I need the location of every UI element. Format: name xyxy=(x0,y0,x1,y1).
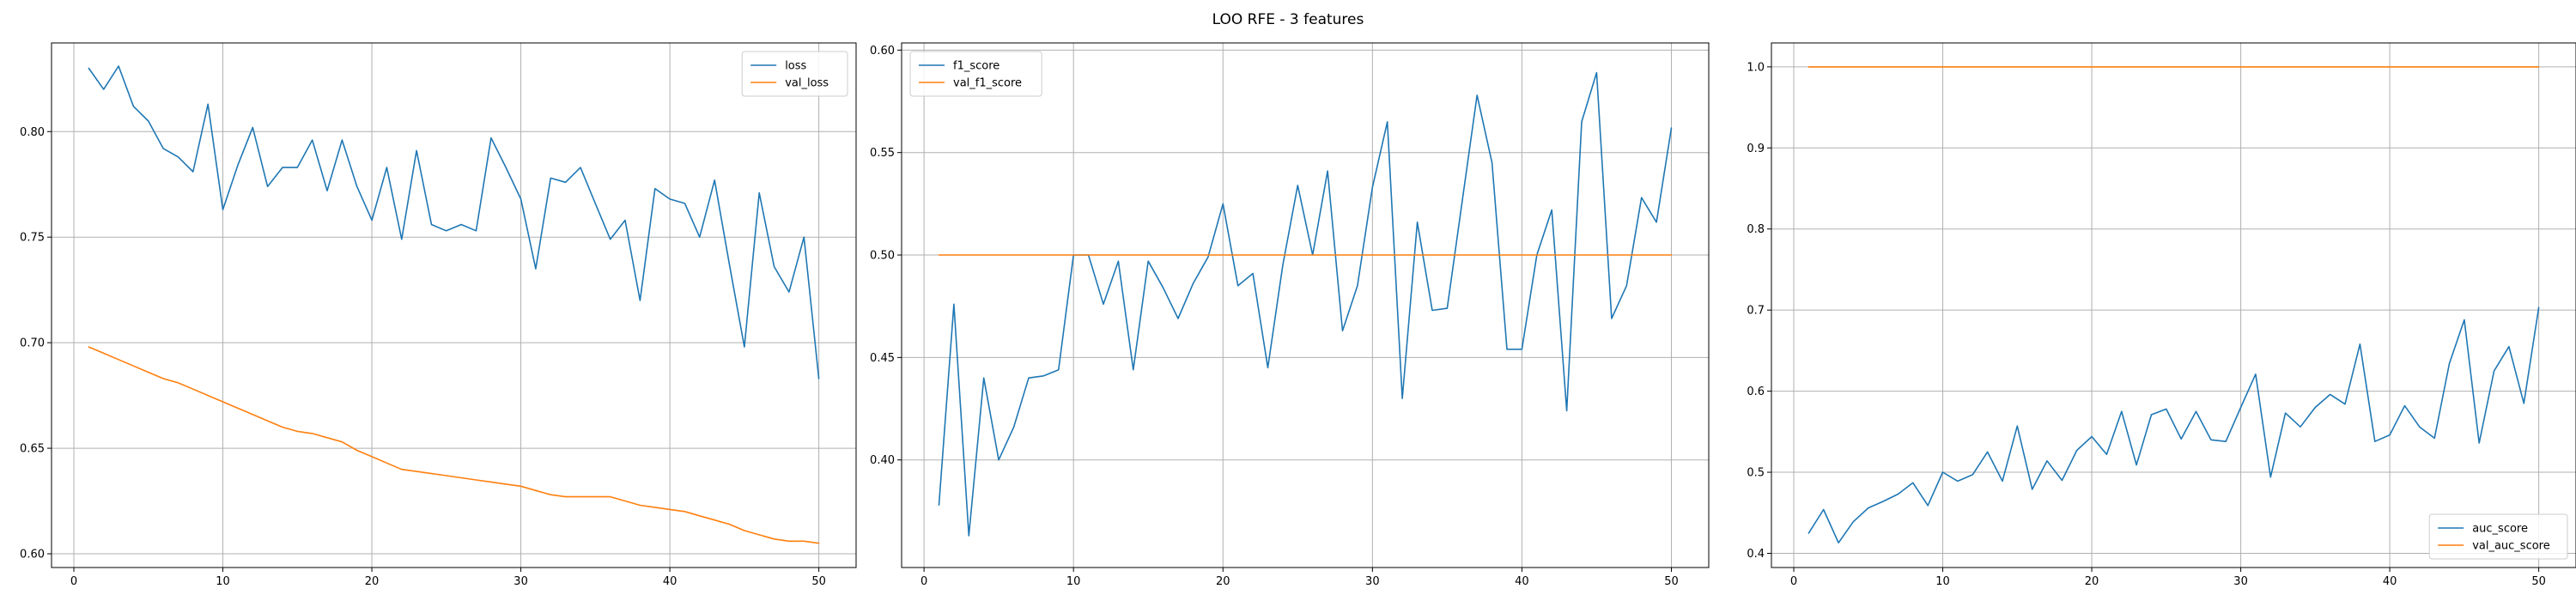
legend-label-auc-score: auc_score xyxy=(2472,523,2528,536)
figure-title: LOO RFE - 3 features xyxy=(1212,11,1364,28)
y-tick-label-1-1: 0.65 xyxy=(20,443,45,456)
series-line-val-loss xyxy=(88,346,820,544)
y-tick-label-3-6: 1.0 xyxy=(1747,61,1765,74)
x-tick-label-1-4: 40 xyxy=(663,575,677,588)
x-tick-label-3-3: 30 xyxy=(2233,575,2248,588)
x-tick-label-1-3: 30 xyxy=(513,575,528,588)
y-tick-label-2-2: 0.50 xyxy=(870,250,895,263)
legend-label-val-loss: val_loss xyxy=(785,77,829,90)
chart-panel-3: 0 10 20 30 40 50 0.4 0.5 0.6 0.7 0.8 0.9 1.0 auc_scor… xyxy=(1747,42,2576,588)
y-tick-label-2-1: 0.45 xyxy=(870,352,895,365)
legend-box-2 xyxy=(909,51,1042,97)
series-line-f1-score xyxy=(938,71,1673,537)
series-line-loss xyxy=(88,65,820,379)
x-tick-label-2-4: 40 xyxy=(1515,575,1529,588)
y-tick-label-1-2: 0.70 xyxy=(20,337,45,350)
axes-frame-1 xyxy=(51,42,857,568)
chart-panel-1: 0 10 20 30 40 50 0.60 0.65 0.70 0.75 0.80 loss val_l… xyxy=(20,42,857,588)
plot-area-2 xyxy=(902,43,1709,568)
legend-3: auc_score val_auc_score xyxy=(2428,513,2568,560)
axes-frame-3 xyxy=(1771,42,2576,568)
panels: 0 10 20 30 40 500.600.650.700.750.80lossval_l… xyxy=(20,42,2576,588)
x-tick-label-3-2: 20 xyxy=(2085,575,2099,588)
y-tick-label-3-2: 0.6 xyxy=(1747,385,1765,398)
x-tick-label-2-1: 10 xyxy=(1066,575,1081,588)
y-tick-label-1-3: 0.75 xyxy=(20,232,45,245)
chart-panel-2: 0 10 20 30 40 50 0.40 0.45 0.50 0.55 0.60 f1_scorev… xyxy=(870,42,1710,588)
legend-2: f1_score val_f1_score xyxy=(909,51,1042,97)
legend-label-loss: loss xyxy=(785,60,806,73)
x-tick-label-1-1: 10 xyxy=(216,575,230,588)
axes-frame-2 xyxy=(901,42,1710,568)
x-tick-label-1-0: 0 xyxy=(70,575,77,588)
x-tick-label-1-5: 50 xyxy=(811,575,826,588)
x-tick-label-1-2: 20 xyxy=(365,575,380,588)
x-tick-label-3-4: 40 xyxy=(2383,575,2397,588)
x-tick-label-2-5: 50 xyxy=(1664,575,1679,588)
x-tick-label-2-0: 0 xyxy=(920,575,927,588)
x-tick-label-2-2: 20 xyxy=(1216,575,1230,588)
legend-box-1 xyxy=(741,51,848,97)
y-tick-label-2-0: 0.40 xyxy=(870,454,895,467)
y-tick-label-2-4: 0.60 xyxy=(870,45,895,58)
y-tick-label-3-4: 0.8 xyxy=(1747,223,1765,236)
legend-label-val-f1-score: val_f1_score xyxy=(953,77,1022,90)
plot-area-1 xyxy=(52,43,856,568)
x-tick-label-3-1: 10 xyxy=(1935,575,1950,588)
legend-label-val-auc-score: val_auc_score xyxy=(2472,540,2550,553)
x-tick-label-3-5: 50 xyxy=(2531,575,2546,588)
y-tick-label-1-4: 0.80 xyxy=(20,126,45,139)
y-tick-label-1-0: 0.60 xyxy=(20,549,45,562)
series-line-auc-score xyxy=(1807,307,2540,544)
y-tick-label-2-3: 0.55 xyxy=(870,147,895,160)
x-tick-label-2-3: 30 xyxy=(1365,575,1380,588)
legend-box-3 xyxy=(2428,513,2568,560)
legend-label-f1-score: f1_score xyxy=(953,60,999,73)
y-tick-label-3-3: 0.7 xyxy=(1747,305,1765,318)
y-tick-label-3-0: 0.4 xyxy=(1747,548,1765,561)
y-tick-label-3-5: 0.9 xyxy=(1747,143,1765,155)
y-tick-label-3-1: 0.5 xyxy=(1747,467,1765,480)
legend-1: loss val_loss xyxy=(741,51,848,97)
x-tick-label-3-0: 0 xyxy=(1790,575,1797,588)
plot-area-3 xyxy=(1771,43,2576,568)
